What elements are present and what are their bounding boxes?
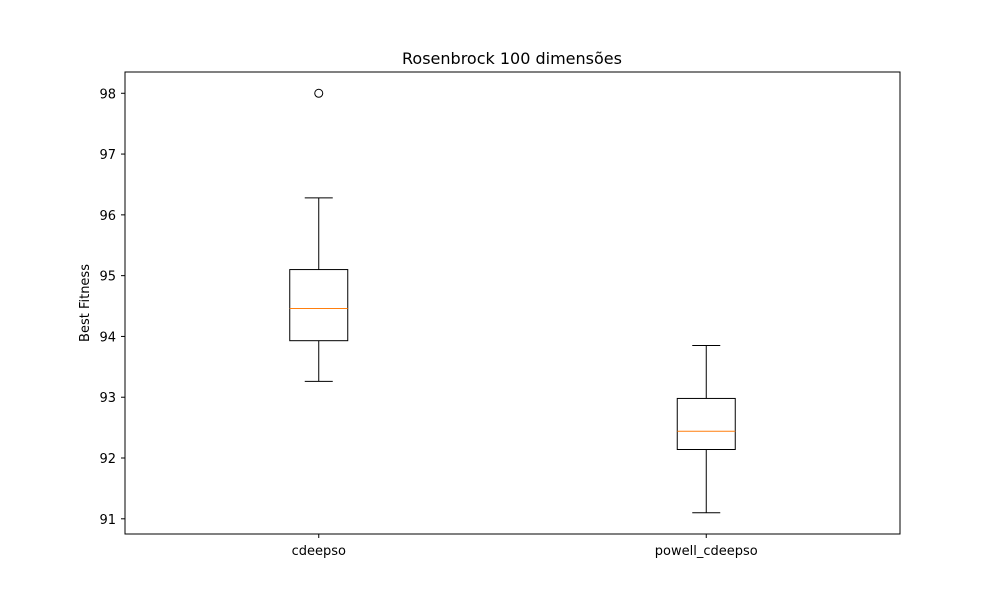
- y-tick-label: 92: [99, 452, 116, 467]
- y-tick-label: 96: [99, 209, 116, 224]
- y-tick-label: 97: [99, 148, 116, 163]
- y-tick-label: 91: [99, 513, 116, 528]
- x-tick-label: cdeepso: [292, 544, 346, 559]
- x-tick-label: powell_cdeepso: [655, 544, 758, 559]
- y-tick-label: 95: [99, 270, 116, 285]
- x-axis: cdeepso powell_cdeepso: [292, 534, 758, 559]
- y-tick-label: 94: [99, 330, 116, 345]
- y-tick-label: 93: [99, 391, 116, 406]
- plot-area: [124, 71, 901, 535]
- box-iqr: [676, 397, 736, 451]
- y-axis-label: Best Fitness: [78, 264, 93, 342]
- y-tick-label: 98: [99, 87, 116, 102]
- y-axis: 91 92 93 94 95 96 97 98: [99, 87, 125, 528]
- box-iqr: [289, 269, 349, 342]
- box-cdeepso: [289, 88, 349, 382]
- boxes-layer: [289, 88, 736, 514]
- outlier-point: [314, 88, 324, 98]
- chart-title: Rosenbrock 100 dimensões: [402, 49, 622, 68]
- box-powell_cdeepso: [676, 345, 736, 514]
